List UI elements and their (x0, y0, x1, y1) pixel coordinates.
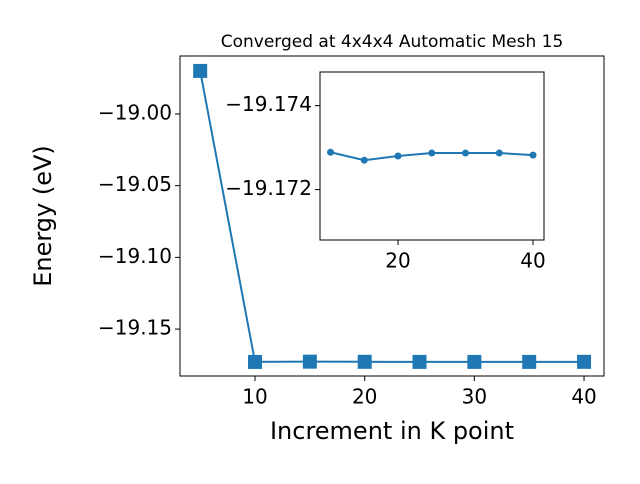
marker (394, 152, 402, 160)
marker (529, 151, 537, 159)
marker (428, 149, 436, 157)
marker (357, 354, 372, 369)
y-tick-label: −19.10 (98, 244, 172, 268)
marker (462, 149, 470, 157)
marker (327, 148, 335, 156)
marker (577, 354, 592, 369)
marker (467, 354, 482, 369)
marker (248, 354, 263, 369)
y-tick-label: −19.172 (225, 176, 312, 200)
x-tick-label: 20 (385, 249, 410, 273)
y-tick-label: −19.15 (98, 316, 172, 340)
y-tick-label: −19.00 (98, 100, 172, 124)
marker (412, 354, 427, 369)
x-axis-label: Increment in K point (270, 417, 514, 445)
x-tick-label: 10 (242, 385, 267, 409)
y-tick-label: −19.174 (225, 92, 312, 116)
x-tick-label: 30 (462, 385, 487, 409)
series-line (199, 70, 585, 363)
chart-title: Converged at 4x4x4 Automatic Mesh 15 (221, 32, 564, 52)
y-tick-label: −19.05 (98, 172, 172, 196)
x-tick-label: 40 (571, 385, 596, 409)
axes-frame (319, 71, 545, 241)
axes-frame (179, 55, 605, 377)
y-axis-label: Energy (eV) (29, 145, 57, 287)
x-tick-label: 20 (352, 385, 377, 409)
marker (522, 354, 537, 369)
marker (193, 63, 208, 78)
marker (360, 156, 368, 164)
x-tick-label: 40 (520, 249, 545, 273)
marker (495, 149, 503, 157)
marker (302, 354, 317, 369)
